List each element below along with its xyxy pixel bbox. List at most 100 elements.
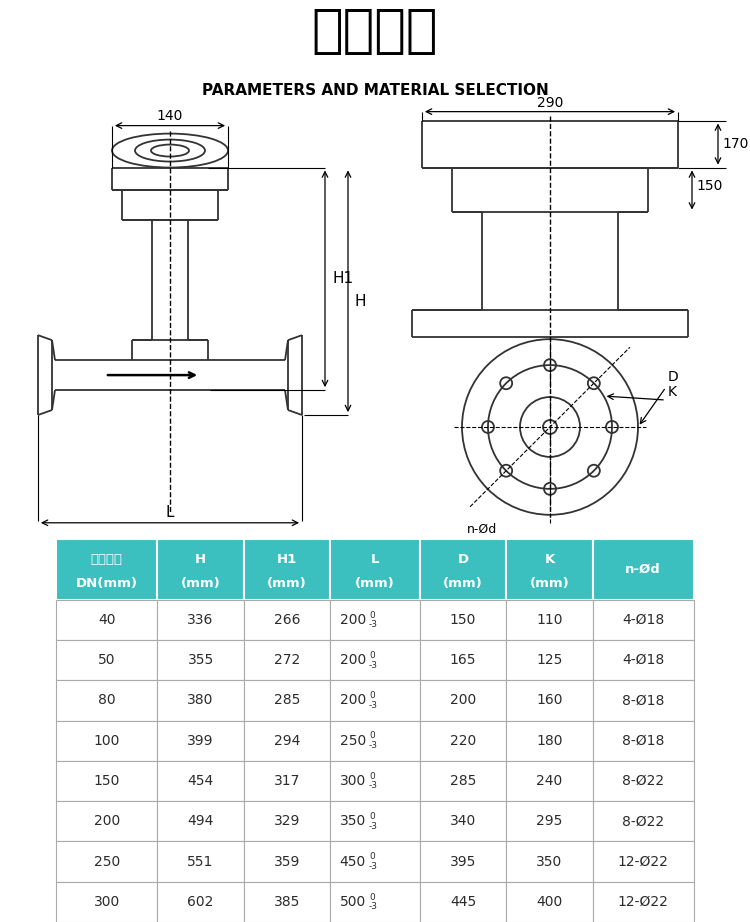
Bar [158,640,244,680]
Text: 0: 0 [370,892,376,902]
Bar [330,600,420,640]
Bar [506,539,592,600]
Bar [420,539,506,600]
Bar [506,881,592,922]
Text: H1: H1 [277,553,297,566]
Bar [420,680,506,721]
Bar [158,801,244,842]
Text: 0: 0 [370,692,376,700]
Bar [244,801,330,842]
Text: 0: 0 [370,852,376,861]
Text: 285: 285 [274,693,300,707]
Text: DN(mm): DN(mm) [76,577,138,590]
Text: D: D [458,553,469,566]
Text: 295: 295 [536,814,562,828]
Text: 200: 200 [340,613,366,627]
Bar [330,539,420,600]
Bar [506,600,592,640]
Bar [244,761,330,801]
Bar [420,801,506,842]
Text: L: L [370,553,380,566]
Bar [420,842,506,881]
Text: 294: 294 [274,734,300,748]
Bar [592,801,694,842]
Bar [56,761,158,801]
Bar [330,881,420,922]
Text: 0: 0 [370,651,376,660]
Text: 8-Ø22: 8-Ø22 [622,774,664,788]
Bar [420,640,506,680]
Text: 160: 160 [536,693,562,707]
Bar [56,600,158,640]
Bar [330,801,420,842]
Text: 40: 40 [98,613,116,627]
Text: H: H [355,294,367,309]
Text: (mm): (mm) [267,577,307,590]
Bar [56,721,158,761]
Text: 220: 220 [450,734,476,748]
Text: H1: H1 [332,271,353,287]
Bar [244,881,330,922]
Bar [56,881,158,922]
Bar [158,761,244,801]
Text: 公称口径: 公称口径 [91,553,123,566]
Text: 4-Ø18: 4-Ø18 [622,613,664,627]
Text: 494: 494 [188,814,214,828]
Text: 399: 399 [188,734,214,748]
Bar [506,842,592,881]
Bar [592,600,694,640]
Bar [244,640,330,680]
Text: 250: 250 [340,734,366,748]
Bar [592,539,694,600]
Text: (mm): (mm) [181,577,220,590]
Text: -3: -3 [368,862,377,871]
Text: 355: 355 [188,653,214,668]
Text: 200: 200 [340,693,366,707]
Text: 454: 454 [188,774,214,788]
Text: 尺寸参数: 尺寸参数 [312,5,438,57]
Text: L: L [166,504,174,520]
Bar [244,600,330,640]
Text: 150: 150 [696,179,722,193]
Text: n-Ød: n-Ød [467,523,497,536]
Text: 100: 100 [94,734,120,748]
Text: 110: 110 [536,613,562,627]
Text: 12-Ø22: 12-Ø22 [618,855,668,869]
Text: 300: 300 [340,774,366,788]
Text: 50: 50 [98,653,116,668]
Bar [244,680,330,721]
Bar [506,640,592,680]
Text: 0: 0 [370,610,376,620]
Text: 4-Ø18: 4-Ø18 [622,653,664,668]
Text: 250: 250 [94,855,120,869]
Text: -3: -3 [368,741,377,751]
Text: 140: 140 [157,109,183,123]
Bar [56,680,158,721]
Text: -3: -3 [368,781,377,790]
Text: 200: 200 [94,814,120,828]
Text: 12-Ø22: 12-Ø22 [618,895,668,909]
Text: 8-Ø18: 8-Ø18 [622,734,664,748]
Text: 150: 150 [450,613,476,627]
Bar [506,801,592,842]
Text: K: K [668,385,677,399]
Text: D: D [668,370,679,384]
Bar [420,600,506,640]
Text: 300: 300 [94,895,120,909]
Text: 8-Ø18: 8-Ø18 [622,693,664,707]
Bar [56,640,158,680]
Text: -3: -3 [368,701,377,710]
Bar [420,721,506,761]
Bar [506,721,592,761]
Text: 8-Ø22: 8-Ø22 [622,814,664,828]
Bar [506,680,592,721]
Text: 395: 395 [450,855,476,869]
Text: -3: -3 [368,660,377,669]
Bar [56,539,158,600]
Text: 290: 290 [537,96,563,110]
Text: H: H [195,553,206,566]
Bar [592,842,694,881]
Text: 500: 500 [340,895,366,909]
Text: 400: 400 [536,895,562,909]
Text: 200: 200 [340,653,366,668]
